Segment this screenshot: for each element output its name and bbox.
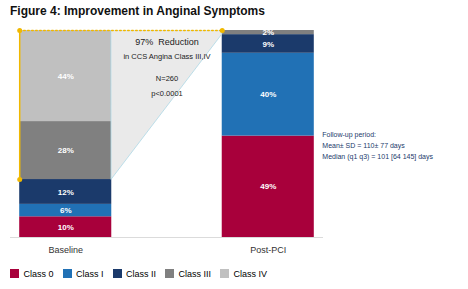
svg-text:40%: 40% xyxy=(260,90,276,99)
html-text:Class II: Class II xyxy=(126,268,156,279)
html-text:Figure 4: Improvement in Angin: Figure 4: Improvement in Anginal Symptom… xyxy=(10,4,265,18)
svg-text:Post-PCI: Post-PCI xyxy=(250,245,286,255)
svg-text:Baseline: Baseline xyxy=(48,245,83,255)
html-text:Class IV: Class IV xyxy=(233,268,268,279)
svg-text:2%: 2% xyxy=(262,28,274,37)
svg-text:44%: 44% xyxy=(58,72,74,81)
svg-text:p<0.0001: p<0.0001 xyxy=(151,89,183,98)
svg-text:6%: 6% xyxy=(60,206,72,215)
svg-text:10%: 10% xyxy=(58,223,74,232)
svg-text:12%: 12% xyxy=(58,188,74,197)
svg-text:Follow-up period:Mean± SD = 11: Follow-up period:Mean± SD = 110± 77 days… xyxy=(322,131,433,161)
html-text:Class I: Class I xyxy=(76,268,104,279)
html-text:Class 0: Class 0 xyxy=(23,268,54,279)
svg-text:9%: 9% xyxy=(262,40,274,49)
svg-text:28%: 28% xyxy=(58,146,74,155)
html-text:Class III: Class III xyxy=(178,268,212,279)
svg-text:N=260: N=260 xyxy=(156,74,178,83)
svg-text:49%: 49% xyxy=(260,182,276,191)
svg-text:in CCS Angina Class III,IV: in CCS Angina Class III,IV xyxy=(123,52,210,61)
svg-text:97% Reduction: 97% Reduction xyxy=(135,37,199,47)
